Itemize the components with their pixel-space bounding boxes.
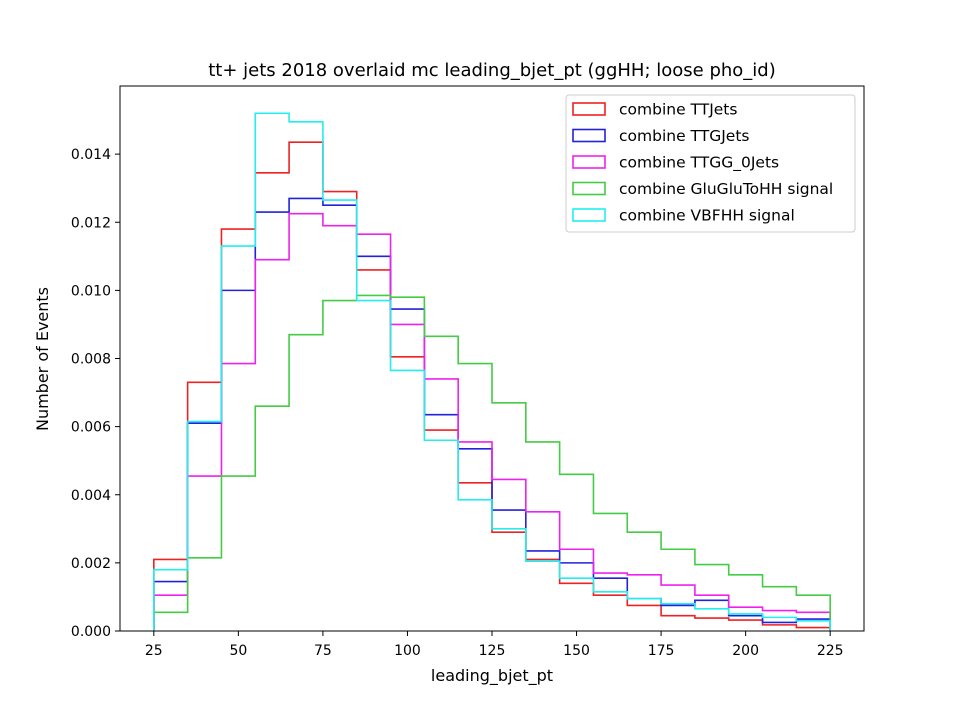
axes-layer: 25 50 75 100 125 150 175 200 225 0.000 0.002 0.004 0… (71, 85, 865, 659)
x-axis-label: leading_bjet_pt (431, 666, 553, 686)
y-axis-label: Number of Events (33, 287, 52, 431)
series-4-histogram (153, 112, 831, 631)
legend-label-1: combine TTGJets (619, 127, 749, 145)
legend: combine TTJets combine TTGJets combine TTG… (565, 94, 856, 233)
y-tick-label: 0.008 (71, 352, 111, 368)
series-3-histogram (153, 294, 831, 631)
x-tick-label: 75 (314, 643, 332, 659)
legend-label-0: combine TTJets (619, 101, 737, 119)
y-tick-label: 0.002 (71, 556, 111, 572)
chart-title: tt+ jets 2018 overlaid mc leading_bjet_p… (208, 60, 776, 81)
y-tick-label: 0.014 (71, 147, 111, 163)
x-tick-label: 150 (563, 643, 590, 659)
legend-swatch-1 (572, 128, 606, 143)
y-tick-label: 0.004 (71, 488, 111, 504)
legend-label-4: combine VBFHH signal (619, 207, 795, 225)
series-2-histogram (153, 212, 831, 631)
x-tick-label: 125 (479, 643, 506, 659)
legend-label-2: combine TTGG_0Jets (619, 154, 779, 173)
series-layer (153, 112, 831, 631)
y-tick-label: 0.006 (71, 420, 111, 436)
x-tick-label: 50 (229, 643, 247, 659)
legend-label-3: combine GluGluToHH signal (619, 180, 833, 198)
x-tick-label: 200 (732, 643, 759, 659)
legend-swatch-2 (572, 155, 606, 169)
y-tick-label: 0.010 (71, 283, 111, 299)
x-tick-label: 25 (145, 643, 163, 659)
legend-swatch-0 (572, 102, 606, 116)
x-tick-label: 225 (817, 643, 844, 659)
legend-swatch-3 (572, 181, 606, 196)
x-tick-label: 175 (648, 643, 675, 659)
x-tick-label: 100 (394, 643, 421, 659)
legend-swatch-4 (572, 208, 606, 222)
y-tick-label: 0.000 (71, 624, 111, 640)
legend-frame (565, 94, 856, 233)
y-tick-label: 0.012 (71, 215, 111, 231)
